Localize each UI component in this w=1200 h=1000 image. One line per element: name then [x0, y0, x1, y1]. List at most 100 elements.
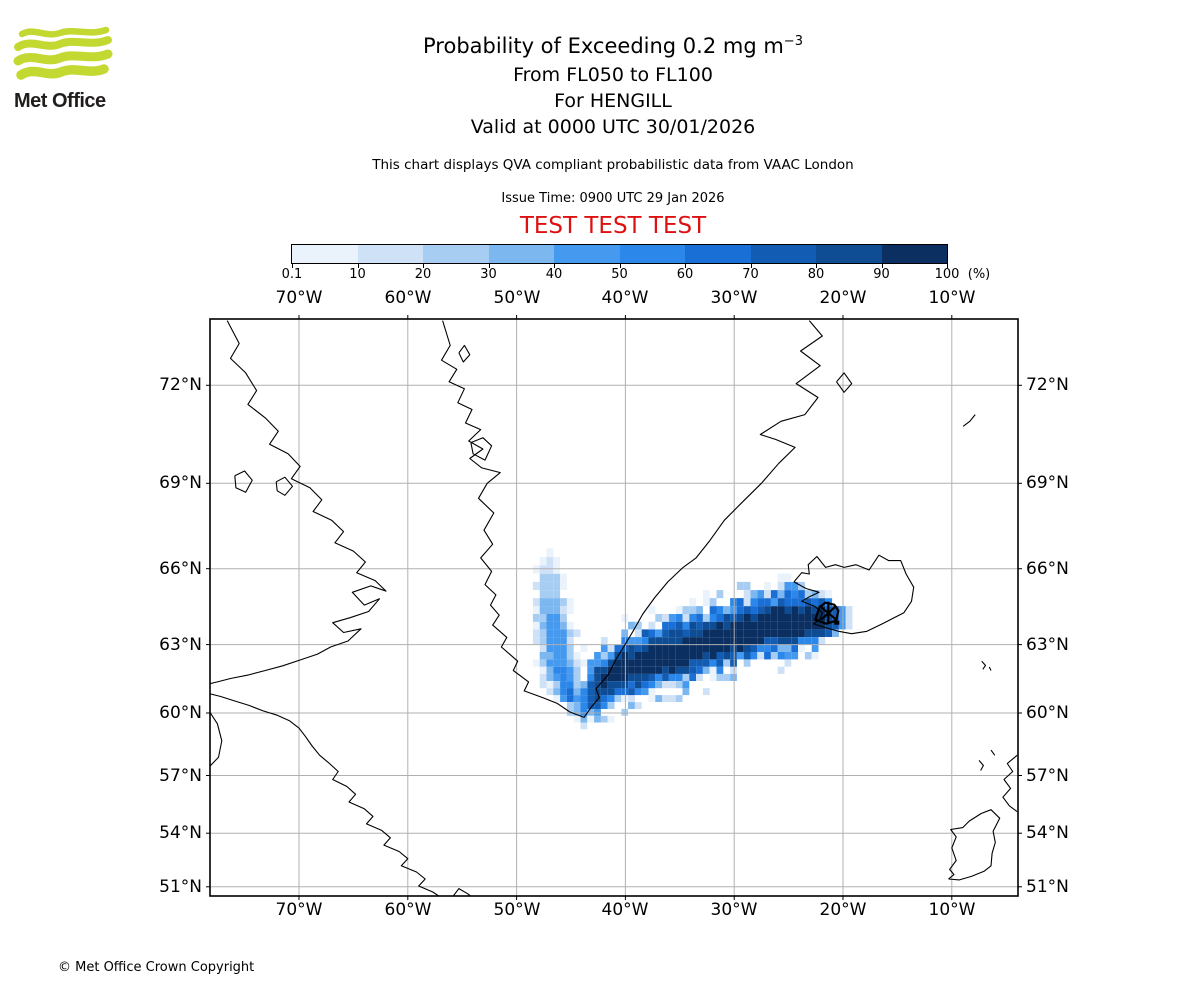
- coastline-hebrides_1: [978, 760, 984, 771]
- ash-probability-plume: [532, 548, 853, 730]
- colorbar-tick-label: 90: [873, 267, 890, 282]
- logo-wave-stroke: [13, 49, 113, 66]
- colorbar-segment-40: [554, 245, 620, 263]
- colorbar-segment-90: [881, 245, 947, 263]
- chart-title-text: Probability of Exceeding 0.2 mg m: [423, 34, 784, 58]
- coastline-faroes_1: [981, 660, 987, 670]
- lat-label-right-51n: 51°N: [1026, 877, 1069, 897]
- coastline-faroes_2: [988, 666, 992, 671]
- lat-label-left-66n: 66°N: [159, 559, 202, 579]
- coastline-hudson_labrador: [210, 693, 440, 896]
- volcano-name: For HENGILL: [554, 90, 672, 112]
- colorbar-tick: [881, 263, 883, 268]
- colorbar-unit-label: (%): [967, 267, 991, 282]
- lon-label-top-20w: 20°W: [819, 288, 867, 308]
- coastline-disko: [470, 437, 493, 461]
- lon-label-bottom-30w: 30°W: [710, 900, 758, 920]
- colorbar-tick: [816, 263, 817, 268]
- coastline-baffin_lake_2: [275, 476, 294, 496]
- colorbar-segment-50: [619, 245, 685, 263]
- colorbar-tick-label: 20: [414, 267, 432, 282]
- lat-label-left-51n: 51°N: [159, 877, 202, 897]
- flight-level-range: From FL050 to FL100: [513, 64, 713, 86]
- coastline-hebrides_2: [990, 749, 996, 756]
- lat-label-right-72n: 72°N: [1026, 375, 1069, 395]
- lon-label-top-30w: 30°W: [710, 288, 758, 308]
- lat-label-left-57n: 57°N: [159, 766, 202, 786]
- colorbar-tick-label: 100: [934, 267, 960, 282]
- colorbar-segment-0.1: [292, 245, 358, 263]
- issue-time: Issue Time: 0900 UTC 29 Jan 2026: [501, 191, 725, 206]
- probability-colorbar: [291, 244, 948, 264]
- copyright-notice: © Met Office Crown Copyright: [58, 960, 255, 975]
- coastlines: [210, 320, 1018, 896]
- logo-wave-stroke: [18, 26, 110, 38]
- lon-label-bottom-50w: 50°W: [493, 900, 541, 920]
- lat-label-left-60n: 60°N: [159, 703, 202, 723]
- volcano-source-marker: [813, 601, 840, 625]
- test-watermark: TEST TEST TEST: [519, 213, 707, 239]
- coastline-ungava_arc: [210, 711, 223, 767]
- colorbar-tick: [619, 263, 621, 268]
- colorbar-tick: [554, 263, 555, 268]
- coastline-upernavik_isle: [458, 344, 471, 363]
- lat-label-right-69n: 69°N: [1026, 473, 1069, 493]
- lon-label-bottom-20w: 20°W: [819, 900, 867, 920]
- lat-label-right-57n: 57°N: [1026, 766, 1069, 786]
- colorbar-tick: [292, 263, 293, 268]
- valid-time: Valid at 0000 UTC 30/01/2026: [470, 116, 756, 138]
- coastline-baffin: [210, 320, 387, 685]
- colorbar-tick-label: 50: [611, 267, 628, 282]
- lat-label-right-66n: 66°N: [1026, 559, 1069, 579]
- map-frame: [209, 318, 1019, 897]
- lon-label-bottom-40w: 40°W: [601, 900, 649, 920]
- lon-label-top-70w: 70°W: [275, 288, 323, 308]
- lat-label-left-69n: 69°N: [159, 473, 202, 493]
- lon-label-bottom-70w: 70°W: [275, 900, 323, 920]
- chart-title-exponent: −3: [783, 34, 803, 49]
- met-office-logo: Met Office: [12, 26, 122, 126]
- colorbar-tick: [357, 263, 359, 268]
- coastline-baffin_lake_1: [234, 470, 253, 493]
- colorbar-tick: [423, 263, 424, 268]
- lat-label-right-54n: 54°N: [1026, 823, 1069, 843]
- colorbar-tick: [488, 263, 490, 268]
- qva-description: This chart displays QVA compliant probab…: [372, 157, 854, 173]
- colorbar-tick: [947, 263, 948, 268]
- lon-label-top-10w: 10°W: [928, 288, 976, 308]
- lon-label-bottom-10w: 10°W: [928, 900, 976, 920]
- coastline-iceland: [793, 554, 915, 635]
- colorbar-tick-label: 70: [742, 267, 759, 282]
- lon-label-top-40w: 40°W: [601, 288, 649, 308]
- colorbar-segment-30: [488, 245, 554, 263]
- logo-wave-stroke: [16, 64, 109, 80]
- colorbar-segment-20: [423, 245, 489, 263]
- colorbar-tick-label: 10: [349, 267, 366, 282]
- graticule-gridlines: [210, 319, 1018, 896]
- lat-label-left-54n: 54°N: [159, 823, 202, 843]
- colorbar-tick-label: 80: [807, 267, 825, 282]
- lon-label-top-50w: 50°W: [493, 288, 541, 308]
- coastline-jan_mayen: [962, 414, 976, 427]
- coastline-greenland: [440, 320, 823, 718]
- colorbar-tick-label: 30: [480, 267, 497, 282]
- lon-label-bottom-60w: 60°W: [384, 900, 432, 920]
- lat-label-left-63n: 63°N: [159, 635, 202, 655]
- colorbar-tick: [685, 263, 686, 268]
- coastline-ireland: [948, 809, 1001, 881]
- frame-ticks: [206, 315, 1022, 900]
- colorbar-tick-label: 60: [676, 267, 694, 282]
- colorbar-tick-label: 40: [545, 267, 563, 282]
- logo-wave-stroke: [14, 36, 112, 51]
- colorbar-segment-10: [357, 245, 423, 263]
- coastline-ne_greenland_isle: [836, 372, 853, 393]
- colorbar-tick-label: 0.1: [281, 267, 303, 282]
- colorbar-segment-60: [685, 245, 751, 263]
- colorbar-tick: [750, 263, 752, 268]
- chart-title: Probability of Exceeding 0.2 mg m−3: [26, 27, 1200, 61]
- lon-label-top-60w: 60°W: [384, 288, 432, 308]
- lat-label-right-63n: 63°N: [1026, 635, 1069, 655]
- lat-label-right-60n: 60°N: [1026, 703, 1069, 723]
- met-office-waves-icon: [13, 26, 113, 80]
